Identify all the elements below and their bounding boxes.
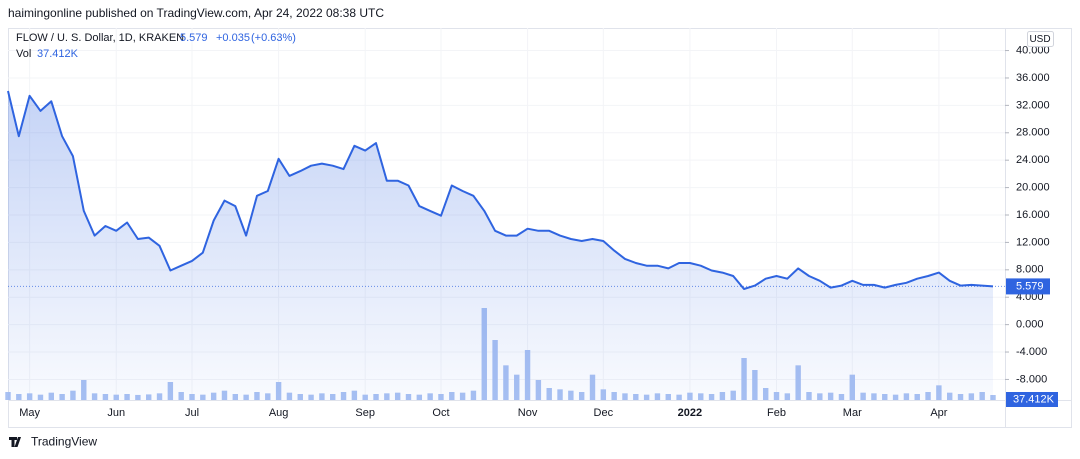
chart-title: FLOW / U. S. Dollar, 1D, KRAKEN (16, 32, 184, 44)
change-pct: (+0.63%) (251, 32, 296, 44)
last-price-tag (1006, 278, 1050, 295)
x-tick-label: Jun (107, 407, 125, 419)
volume-tag (1006, 392, 1058, 407)
volume-bar (5, 392, 11, 400)
volume-last: 37.412K (37, 48, 79, 60)
y-tick-label: 8.000 (1016, 264, 1044, 276)
price-line (7, 90, 994, 290)
x-tick-label: Jul (185, 407, 199, 419)
x-tick-label: Dec (594, 407, 614, 419)
publisher: haimingonline published on TradingView.c… (8, 6, 384, 20)
y-tick-label: 20.000 (1016, 181, 1050, 193)
currency[interactable]: USD (1029, 34, 1050, 45)
last-price-tag-label: 5.579 (1016, 280, 1044, 292)
x-tick-label: May (19, 407, 40, 419)
x-tick-label: Nov (518, 407, 538, 419)
y-tick-label: 40.000 (1016, 44, 1050, 56)
area-fill (8, 91, 993, 400)
brand: TradingView (31, 435, 97, 449)
x-tick-label: Sep (355, 407, 375, 419)
last-price: 5.579 (180, 32, 208, 44)
y-tick-label: 12.000 (1016, 236, 1050, 248)
y-tick-label: 28.000 (1016, 127, 1050, 139)
x-tick-label: 2022 (678, 407, 702, 419)
change: +0.035 (216, 32, 250, 44)
y-tick-label: 32.000 (1016, 99, 1050, 111)
x-tick-label: Oct (432, 407, 449, 419)
volume-name: Vol (16, 48, 31, 60)
y-tick-label: 24.000 (1016, 154, 1050, 166)
plot: 40.000 36.000 32.000 28.000 24.000 20.000 16.0… (5, 28, 1058, 419)
x-tick-label: Aug (269, 407, 289, 419)
volume-tag-label: 37.412K (1013, 393, 1055, 405)
y-tick-label: 16.000 (1016, 209, 1050, 221)
y-tick-label: 36.000 (1016, 72, 1050, 84)
x-tick-label: Apr (930, 407, 947, 419)
y-tick-label: -8.000 (1016, 373, 1047, 385)
brand-logo (9, 437, 21, 447)
y-tick-label: 0.000 (1016, 319, 1044, 331)
currency-box[interactable] (1027, 31, 1054, 47)
x-tick-label: Mar (843, 407, 862, 419)
y-tick-label: -4.000 (1016, 346, 1047, 358)
x-tick-label: Feb (767, 407, 786, 419)
